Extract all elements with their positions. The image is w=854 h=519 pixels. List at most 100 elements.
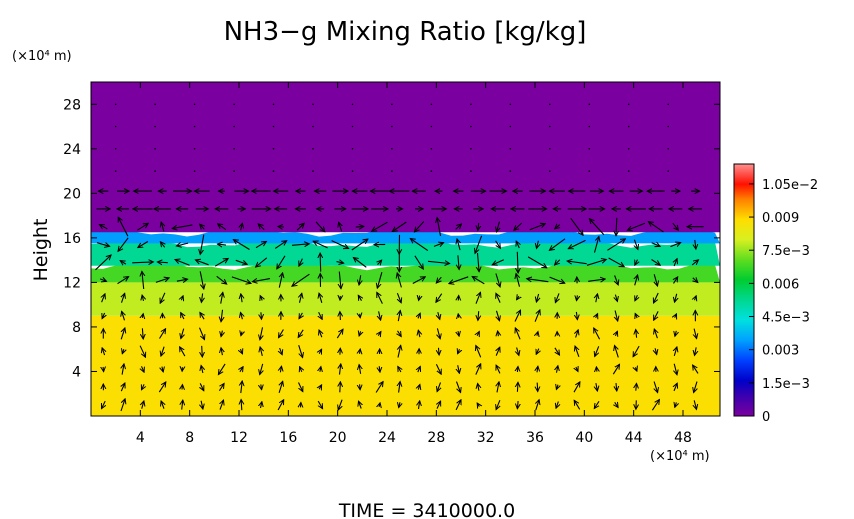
wind-vector (651, 243, 660, 247)
wind-vector (102, 294, 105, 303)
field-layer (91, 261, 720, 283)
x-tick-label: 28 (427, 430, 445, 446)
wind-vector (122, 364, 124, 375)
wind-vector (575, 346, 580, 357)
field-layer (91, 315, 720, 416)
wind-vector (458, 255, 459, 269)
wind-vector (336, 262, 344, 264)
wind-vector (455, 224, 462, 230)
wind-vector (121, 383, 125, 392)
wind-vector (182, 385, 183, 390)
wind-vector (527, 256, 547, 268)
wind-vector (161, 222, 164, 232)
wind-vector (261, 312, 262, 319)
wind-vector (391, 103, 393, 106)
wind-vector (595, 346, 600, 356)
wind-vector (120, 261, 127, 265)
wind-vector (277, 255, 286, 269)
wind-vector (607, 239, 625, 251)
y-tick-label: 12 (63, 275, 81, 291)
wind-vector (96, 243, 110, 247)
wind-vector (627, 222, 646, 230)
wind-vector (159, 329, 166, 339)
wind-vector (418, 313, 420, 318)
wind-vector (667, 125, 669, 128)
wind-vector (674, 383, 677, 392)
wind-vector (160, 242, 164, 248)
wind-vector (693, 278, 698, 283)
wind-vector (155, 278, 169, 283)
wind-vector (339, 271, 341, 289)
wind-vector (430, 125, 433, 128)
wind-vector (154, 125, 156, 128)
x-axis: 4 8 12 16 20 24 28 32 36 40 44 48 (136, 82, 692, 446)
wind-vector (439, 347, 440, 355)
wind-vector (651, 400, 659, 411)
wind-vector (567, 261, 587, 264)
x-tick-label: 4 (136, 430, 145, 446)
x-tick-label: 48 (674, 430, 692, 446)
wind-vector (555, 225, 560, 229)
wind-vector (221, 309, 223, 322)
wind-vector (95, 255, 112, 271)
wind-vector (279, 381, 283, 393)
wind-vector (634, 239, 638, 250)
wind-vector (398, 311, 400, 322)
wind-vector (398, 330, 402, 337)
wind-vector (537, 366, 538, 373)
wind-vector (217, 244, 227, 245)
wind-vector (291, 244, 309, 246)
wind-vector (391, 125, 393, 128)
wind-vector (181, 296, 183, 300)
wind-vector (252, 279, 271, 282)
wind-vector (674, 363, 677, 375)
wind-vector (549, 276, 565, 283)
wind-vector (475, 235, 483, 254)
wind-vector (353, 258, 367, 268)
wind-vector (437, 401, 441, 409)
wind-vector (627, 125, 630, 128)
wind-vector (241, 223, 243, 231)
wind-vector (99, 279, 106, 282)
wind-vector (419, 296, 420, 301)
wind-vector (122, 293, 125, 303)
wind-vector (231, 276, 251, 284)
x-tick-label: 24 (378, 430, 396, 446)
wind-vector (176, 279, 188, 281)
wind-vector (377, 292, 383, 304)
wind-vector (279, 329, 284, 338)
wind-vector (235, 259, 247, 264)
wind-vector (201, 293, 202, 303)
wind-vector (154, 148, 156, 150)
wind-vector (201, 366, 203, 374)
wind-vector (470, 148, 472, 150)
wind-vector (375, 382, 383, 393)
wind-vector (319, 311, 323, 319)
wind-vector (261, 402, 262, 409)
wind-vector (398, 345, 401, 358)
wind-vector (233, 125, 235, 128)
wind-vector (430, 148, 433, 150)
wind-vector (517, 382, 518, 392)
wind-vector (114, 148, 117, 150)
wind-vector (319, 349, 321, 354)
wind-vector (272, 170, 275, 172)
wind-vector (299, 258, 303, 267)
x-tick-label: 32 (477, 430, 495, 446)
wind-vector (379, 366, 380, 372)
wind-vector (120, 399, 125, 412)
wind-vector (274, 241, 287, 249)
wind-vector (360, 384, 361, 390)
wind-vector (278, 227, 284, 228)
wind-vector (612, 364, 619, 375)
wind-vector (470, 170, 472, 172)
wind-vector (667, 103, 669, 106)
wind-vector (633, 345, 640, 357)
wind-vector (594, 328, 601, 340)
wind-vector (182, 400, 183, 410)
wind-vector (615, 402, 618, 407)
field-layer (91, 282, 720, 316)
wind-vector (573, 382, 580, 393)
wind-vector (320, 367, 321, 372)
